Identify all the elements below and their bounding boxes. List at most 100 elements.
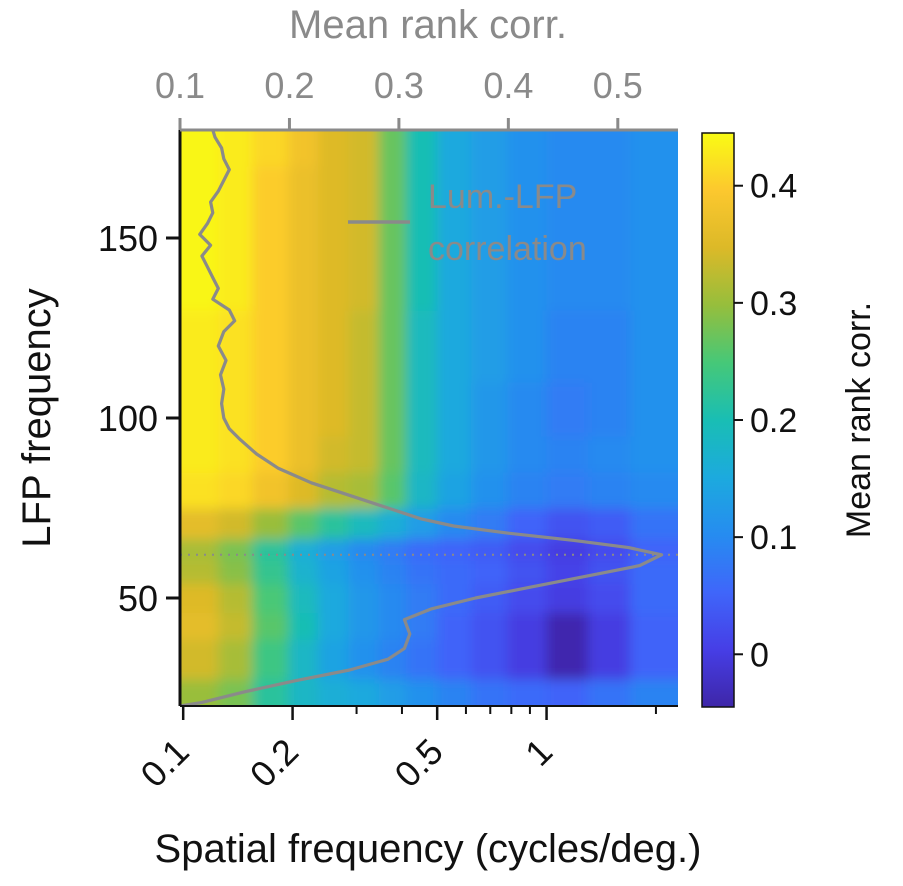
heatmap-cell [348, 130, 380, 167]
heatmap-cell [437, 238, 472, 311]
heatmap-cell [405, 639, 438, 680]
heatmap-cell [471, 679, 508, 706]
heatmap-cell [546, 508, 589, 540]
heatmap-cell [405, 382, 438, 437]
y-tick-label: 150 [98, 218, 158, 259]
heatmap-cell [630, 472, 678, 509]
heatmap-cell [471, 612, 508, 640]
heatmap-cell [471, 538, 508, 561]
heatmap-cell [471, 639, 508, 680]
colorbar-tick-label: 0.3 [750, 285, 797, 323]
heatmap-cell [348, 538, 380, 561]
heatmap-cell [588, 436, 631, 473]
heatmap-cell [218, 639, 253, 680]
heatmap-cell [471, 238, 508, 311]
top-tick-label: 0.3 [374, 65, 424, 106]
heatmap-cell [318, 130, 349, 167]
heatmap-cell [378, 583, 407, 613]
x-tick-label: 0.2 [242, 731, 306, 795]
heatmap-cells [180, 130, 678, 706]
heatmap-cell [378, 238, 407, 311]
x-axis-label: Spatial frequency (cycles/deg.) [155, 827, 702, 871]
heatmap-cell [288, 310, 319, 383]
heatmap-cell [288, 166, 319, 239]
heatmap-cell [437, 560, 472, 585]
heatmap-cell [318, 560, 349, 585]
y-tick-label: 50 [118, 578, 158, 619]
heatmap-cell [180, 310, 219, 383]
heatmap-cell [252, 508, 290, 540]
heatmap-cell [218, 238, 253, 311]
heatmap-cell [437, 472, 472, 509]
heatmap-cell [318, 310, 349, 383]
heatmap-cell [630, 538, 678, 561]
heatmap-cell [437, 130, 472, 167]
heatmap-cell [288, 679, 319, 706]
heatmap-cell [378, 472, 407, 509]
heatmap-cell [546, 436, 589, 473]
heatmap-cell [252, 310, 290, 383]
heatmap-cell [630, 508, 678, 540]
heatmap-cell [288, 612, 319, 640]
heatmap-cell [546, 310, 589, 383]
heatmap-cell [252, 560, 290, 585]
x-tick-label: 0.5 [386, 731, 450, 795]
heatmap-cell [630, 679, 678, 706]
heatmap-cell [252, 130, 290, 167]
heatmap-cell [405, 238, 438, 311]
heatmap-cell [318, 612, 349, 640]
heatmap-cell [252, 583, 290, 613]
x-axis-ticks: 0.1 0.2 0.5 1 [132, 706, 657, 795]
heatmap-cell [218, 166, 253, 239]
heatmap-cell [288, 639, 319, 680]
heatmap-cell [318, 436, 349, 473]
colorbar-label: Mean rank corr. [840, 302, 878, 538]
heatmap-cell [546, 639, 589, 680]
heatmap-cell [471, 560, 508, 585]
lum-lfp-correlation-line [180, 130, 664, 706]
heatmap-cell [405, 436, 438, 473]
heatmap-cell [507, 472, 548, 509]
heatmap-cell [546, 679, 589, 706]
heatmap-cell [588, 310, 631, 383]
heatmap-cell [252, 382, 290, 437]
heatmap-cell [318, 238, 349, 311]
heatmap-cell [218, 679, 253, 706]
heatmap-cell [318, 583, 349, 613]
heatmap-cell [405, 538, 438, 561]
heatmap-cell [630, 639, 678, 680]
y-axis-ticks: 50 100 150 [98, 218, 180, 619]
heatmap-cell [630, 310, 678, 383]
heatmap-cell [252, 238, 290, 311]
heatmap-cell [437, 310, 472, 383]
heatmap-cell [630, 436, 678, 473]
heatmap-cell [546, 382, 589, 437]
heatmap-cell [588, 612, 631, 640]
heatmap-cell [288, 538, 319, 561]
heatmap-cell [588, 639, 631, 680]
heatmap-cell [507, 639, 548, 680]
heatmap-cell [218, 583, 253, 613]
heatmap-cell [378, 130, 407, 167]
heatmap-cell [546, 238, 589, 311]
heatmap-cell [348, 310, 380, 383]
heatmap-cell [288, 130, 319, 167]
top-tick-label: 0.4 [483, 65, 533, 106]
heatmap-cell [630, 130, 678, 167]
heatmap-cell [378, 310, 407, 383]
heatmap-cell [318, 538, 349, 561]
heatmap-cell [437, 436, 472, 473]
heatmap-cell [471, 166, 508, 239]
colorbar-tick-label: 0 [750, 636, 769, 674]
heatmap-cell [546, 612, 589, 640]
top-axis-label: Mean rank corr. [289, 3, 567, 47]
heatmap-cell [180, 560, 219, 585]
heatmap-cell [588, 472, 631, 509]
heatmap-cell [252, 472, 290, 509]
heatmap-cell [318, 166, 349, 239]
colorbar-tick-label: 0.1 [750, 519, 797, 557]
colorbar-tick-label: 0.2 [750, 402, 797, 440]
y-axis-label: LFP frequency [15, 288, 59, 547]
heatmap-cell [405, 310, 438, 383]
heatmap-cell [546, 130, 589, 167]
